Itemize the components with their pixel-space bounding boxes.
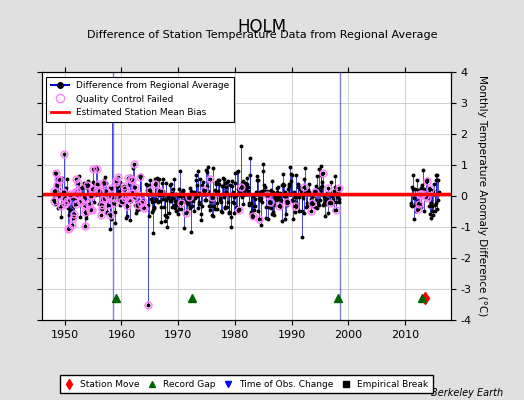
Y-axis label: Monthly Temperature Anomaly Difference (°C): Monthly Temperature Anomaly Difference (… [477, 75, 487, 317]
Text: Difference of Station Temperature Data from Regional Average: Difference of Station Temperature Data f… [87, 30, 437, 40]
Text: HOLM: HOLM [237, 18, 287, 36]
Legend: Station Move, Record Gap, Time of Obs. Change, Empirical Break: Station Move, Record Gap, Time of Obs. C… [60, 376, 433, 394]
Legend: Difference from Regional Average, Quality Control Failed, Estimated Station Mean: Difference from Regional Average, Qualit… [47, 76, 234, 122]
Text: Berkeley Earth: Berkeley Earth [431, 388, 503, 398]
